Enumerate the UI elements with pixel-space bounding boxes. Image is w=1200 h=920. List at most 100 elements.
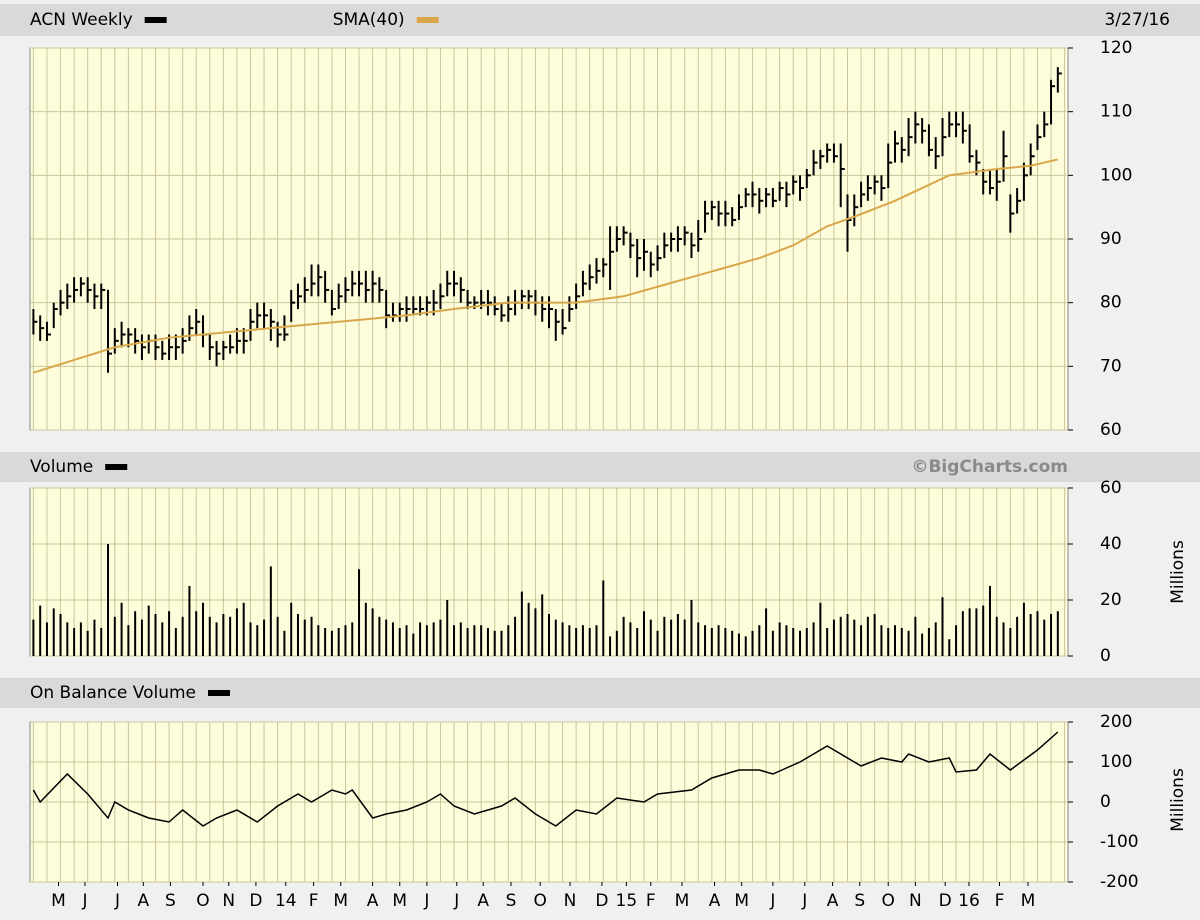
- volume-bar: [73, 628, 76, 656]
- y-tick-label: 80: [1100, 293, 1122, 313]
- volume-bar: [398, 628, 401, 656]
- x-tick-label: M: [392, 891, 407, 911]
- volume-bar: [310, 616, 313, 656]
- x-tick-label: A: [709, 891, 721, 911]
- x-tick-label: D: [249, 891, 262, 911]
- volume-bar: [459, 622, 462, 656]
- x-tick-label: N: [909, 891, 922, 911]
- volume-bar: [378, 616, 381, 656]
- volume-bar: [432, 622, 435, 656]
- y-tick-label: -200: [1100, 872, 1139, 892]
- x-tick-label: J: [801, 891, 807, 911]
- volume-bar: [439, 619, 442, 656]
- volume-bar: [853, 619, 856, 656]
- volume-bar: [208, 616, 211, 656]
- volume-bar: [134, 611, 137, 656]
- volume-bar: [670, 619, 673, 656]
- legend-swatch: [105, 464, 128, 470]
- volume-bar: [805, 628, 808, 656]
- volume-bar: [602, 580, 605, 656]
- x-tick-label: J: [114, 891, 120, 911]
- volume-bar: [609, 636, 612, 656]
- volume-bar: [860, 625, 863, 656]
- volume-bar: [568, 625, 571, 656]
- volume-bar: [615, 630, 618, 656]
- x-tick-label: A: [477, 891, 489, 911]
- volume-bar: [330, 630, 333, 656]
- volume-bar: [1050, 614, 1053, 656]
- x-tick-label: M: [1021, 891, 1036, 911]
- x-tick-label: J: [423, 891, 429, 911]
- volume-bar: [283, 630, 286, 656]
- volume-bar: [595, 625, 598, 656]
- y-tick-label: 70: [1100, 356, 1122, 376]
- volume-bar: [575, 628, 578, 656]
- x-tick-label: D: [595, 891, 608, 911]
- legend-label: Volume: [30, 457, 93, 477]
- volume-bar: [1022, 602, 1025, 656]
- x-tick-label: S: [854, 891, 865, 911]
- volume-bar: [894, 625, 896, 656]
- x-tick-label: O: [882, 891, 895, 911]
- volume-bar: [222, 614, 225, 656]
- volume-bar: [955, 625, 958, 656]
- volume-bar: [744, 636, 747, 656]
- volume-bar: [514, 616, 517, 656]
- volume-bar: [188, 586, 191, 656]
- x-tick-label: O: [533, 891, 546, 911]
- x-tick-label: J: [81, 891, 87, 911]
- volume-bar: [690, 600, 693, 656]
- x-tick-label: M: [734, 891, 749, 911]
- y-tick-label: 100: [1100, 752, 1132, 772]
- volume-bar: [948, 639, 951, 656]
- volume-bar: [520, 591, 523, 656]
- volume-bar: [887, 628, 890, 656]
- x-tick-label: M: [51, 891, 66, 911]
- volume-bar: [500, 630, 503, 656]
- volume-bar: [785, 625, 788, 656]
- volume-bar: [120, 602, 123, 656]
- volume-bar: [324, 628, 327, 656]
- volume-bar: [548, 614, 550, 656]
- volume-bar: [507, 625, 510, 656]
- volume-bar: [554, 619, 557, 656]
- volume-bar: [751, 630, 754, 656]
- x-tick-label: A: [827, 891, 839, 911]
- volume-bar: [968, 608, 971, 656]
- volume-bar: [629, 622, 632, 656]
- volume-bar: [93, 619, 96, 656]
- volume-bar: [649, 619, 652, 656]
- x-tick-label: J: [769, 891, 775, 911]
- volume-bar: [39, 605, 42, 656]
- x-tick-label: N: [222, 891, 235, 911]
- volume-bar: [215, 622, 218, 656]
- volume-bar: [799, 630, 802, 656]
- volume-bar: [934, 622, 937, 656]
- x-tick-label: 14: [275, 891, 297, 911]
- volume-bar: [113, 616, 116, 656]
- y-tick-label: 100: [1100, 165, 1132, 185]
- volume-bar: [52, 608, 55, 656]
- volume-bar: [1036, 611, 1039, 656]
- volume-bar: [737, 633, 740, 656]
- volume-bar: [642, 611, 645, 656]
- y-axis-label: Millions: [1168, 540, 1188, 604]
- x-tick-label: D: [939, 891, 952, 911]
- volume-bar: [1002, 622, 1005, 656]
- volume-bar: [1056, 611, 1059, 656]
- legend-swatch: [144, 17, 167, 23]
- volume-bar: [391, 622, 394, 656]
- x-tick-label: F: [646, 891, 656, 911]
- y-tick-label: 0: [1100, 792, 1111, 812]
- x-tick-label: A: [137, 891, 149, 911]
- volume-bar: [147, 605, 150, 656]
- volume-bar: [941, 597, 944, 656]
- x-tick-label: S: [506, 891, 517, 911]
- volume-bar: [676, 614, 679, 656]
- volume-bar: [107, 544, 110, 656]
- legend-swatch: [416, 17, 439, 23]
- volume-bar: [161, 622, 164, 656]
- volume-bar: [982, 605, 985, 656]
- volume-bar: [140, 619, 143, 656]
